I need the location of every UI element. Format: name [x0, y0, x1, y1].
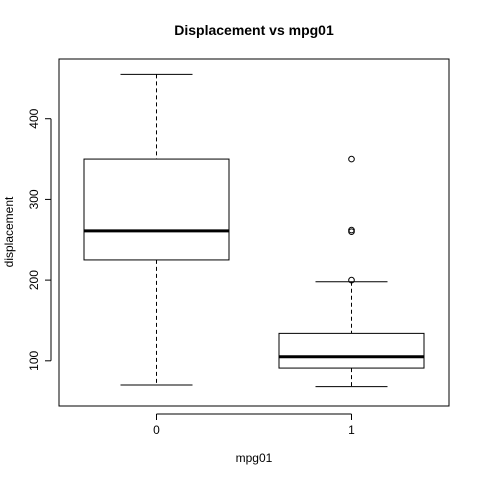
box-iqr [83, 158, 230, 261]
y-tick-label: 200 [27, 270, 41, 290]
y-tick-label: 400 [27, 108, 41, 128]
outlier-point [348, 226, 355, 234]
y-axis: 100 200 300 400 [27, 108, 52, 371]
plot-frame [58, 58, 450, 407]
x-tick-label: 0 [153, 423, 160, 437]
x-tick-label: 1 [348, 423, 355, 437]
outlier-point [348, 155, 355, 163]
boxes [83, 73, 425, 388]
y-tick-label: 100 [27, 350, 41, 370]
y-tick-label: 300 [27, 189, 41, 209]
y-axis-label: displacement [2, 196, 16, 267]
outlier-point [348, 276, 355, 284]
chart-title: Displacement vs mpg01 [174, 22, 334, 38]
box-iqr [278, 332, 425, 369]
x-axis-label: mpg01 [236, 451, 273, 465]
